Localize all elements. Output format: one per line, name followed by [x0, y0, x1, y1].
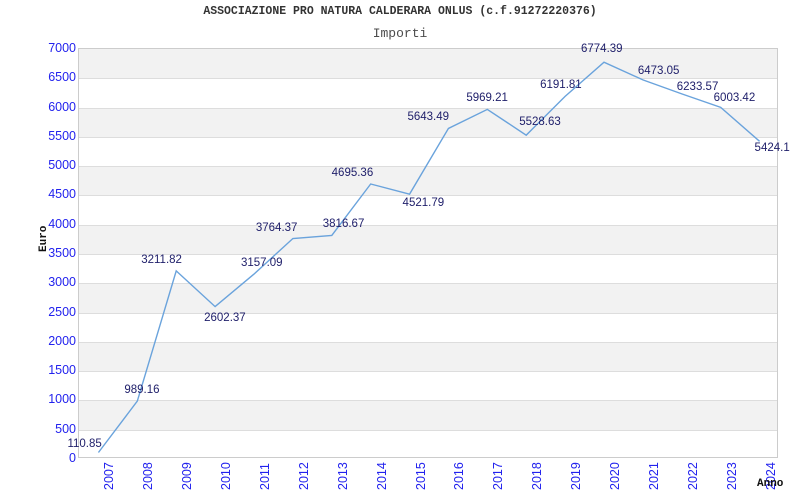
grid-band — [79, 400, 777, 430]
plot-area — [78, 48, 778, 458]
x-tick-label: 2019 — [569, 462, 584, 490]
x-tick-label: 2021 — [646, 462, 661, 490]
grid-band — [79, 341, 777, 372]
y-tick-label: 4000 — [48, 216, 76, 231]
x-tick-label: 2022 — [685, 462, 700, 490]
y-tick-label: 6500 — [48, 70, 76, 85]
y-tick-label: 7000 — [48, 41, 76, 55]
chart-title: ASSOCIAZIONE PRO NATURA CALDERARA ONLUS … — [203, 5, 597, 18]
x-tick-label: 2011 — [258, 463, 272, 490]
y-tick-label: 2000 — [48, 333, 76, 348]
gridline — [79, 371, 777, 373]
y-tick-label: 5000 — [48, 158, 76, 173]
gridline — [79, 195, 777, 197]
gridline — [79, 107, 777, 109]
y-tick-label: 5500 — [48, 128, 76, 143]
y-tick-label: 2500 — [48, 304, 76, 319]
gridline — [79, 312, 777, 314]
x-tick-label: 2017 — [491, 462, 506, 490]
y-tick-label: 3500 — [48, 246, 76, 260]
x-tick-label: 2007 — [102, 462, 117, 490]
x-tick-label: 2016 — [452, 462, 467, 490]
gridline — [79, 429, 777, 431]
x-tick-label: 2009 — [180, 462, 195, 490]
x-tick-label: 2010 — [219, 462, 234, 490]
y-tick-label: 3000 — [48, 275, 76, 290]
x-tick-label: 2020 — [608, 462, 622, 490]
grid-band — [79, 166, 777, 196]
x-tick-label: 2013 — [335, 462, 350, 490]
grid-band — [79, 49, 777, 79]
y-tick-label: 0 — [69, 451, 76, 465]
gridline — [79, 283, 777, 285]
gridline — [79, 78, 777, 80]
x-tick-label: 2015 — [413, 462, 428, 490]
line-series — [97, 61, 761, 453]
grid-band — [79, 224, 777, 254]
gridline — [79, 341, 777, 343]
y-tick-label: 6000 — [48, 99, 76, 114]
gridline — [79, 254, 777, 255]
x-tick-label: 2012 — [296, 462, 311, 490]
x-tick-label: 2014 — [374, 462, 389, 490]
chart-subtitle: Importi — [372, 26, 428, 41]
y-tick-label: 4500 — [48, 187, 76, 202]
gridline — [79, 224, 777, 226]
x-axis-title: Anno — [757, 478, 784, 490]
y-tick-label: 1000 — [48, 392, 76, 407]
x-tick-label: 2023 — [724, 462, 739, 490]
gridline — [79, 166, 777, 168]
x-tick-label: 2018 — [530, 462, 545, 490]
grid-band — [79, 107, 777, 137]
y-axis-title: Euro — [38, 225, 50, 252]
x-tick-label: 2008 — [141, 462, 156, 490]
y-tick-label: 500 — [55, 421, 76, 436]
gridline — [79, 136, 777, 138]
gridline — [79, 400, 777, 402]
y-tick-label: 1500 — [48, 363, 76, 378]
